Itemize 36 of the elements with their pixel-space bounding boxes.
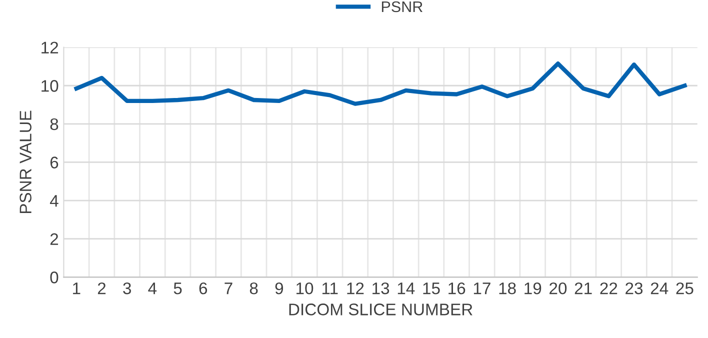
x-tick-label: 14 [398,282,415,294]
x-tick-label: 10 [296,282,314,294]
x-tick-label: 12 [347,282,364,294]
x-tick-label: 5 [174,282,182,294]
y-tick-label: 10 [42,80,58,92]
x-tick-label: 8 [250,282,258,294]
x-tick-label: 22 [600,282,618,294]
x-tick-label: 1 [73,282,80,294]
x-tick-label: 6 [199,282,208,294]
x-tick-label: 15 [423,282,440,294]
x-tick-label: 2 [98,282,106,294]
legend-label: PSNR [382,1,422,12]
x-axis-title: DICOM SLICE NUMBER [289,304,472,316]
y-tick-label: 8 [50,118,58,130]
x-tick-label: 20 [550,282,567,294]
x-tick-label: 11 [322,282,338,294]
x-tick-label: 16 [448,282,466,294]
x-tick-label: 9 [275,282,284,294]
y-tick-label: 2 [50,233,58,245]
line-series [74,62,687,106]
x-tick-label: 23 [626,282,643,294]
x-tick-label: 4 [148,282,157,294]
x-tick-label: 19 [524,282,542,294]
x-tick-label: 3 [123,282,131,294]
y-tick-label: 4 [50,195,58,207]
x-tick-label: 18 [499,282,516,294]
y-tick-label: 12 [42,42,58,54]
x-tick-label: 21 [574,282,592,294]
y-tick-label: 0 [50,272,58,284]
x-tick-label: 17 [474,282,490,294]
y-tick-label: 6 [50,156,58,168]
x-tick-label: 25 [676,282,694,294]
x-tick-label: 24 [650,282,668,294]
y-axis-title: PSNR VALUE [20,110,32,214]
x-tick-label: 7 [224,282,232,294]
x-tick-label: 13 [372,282,390,294]
